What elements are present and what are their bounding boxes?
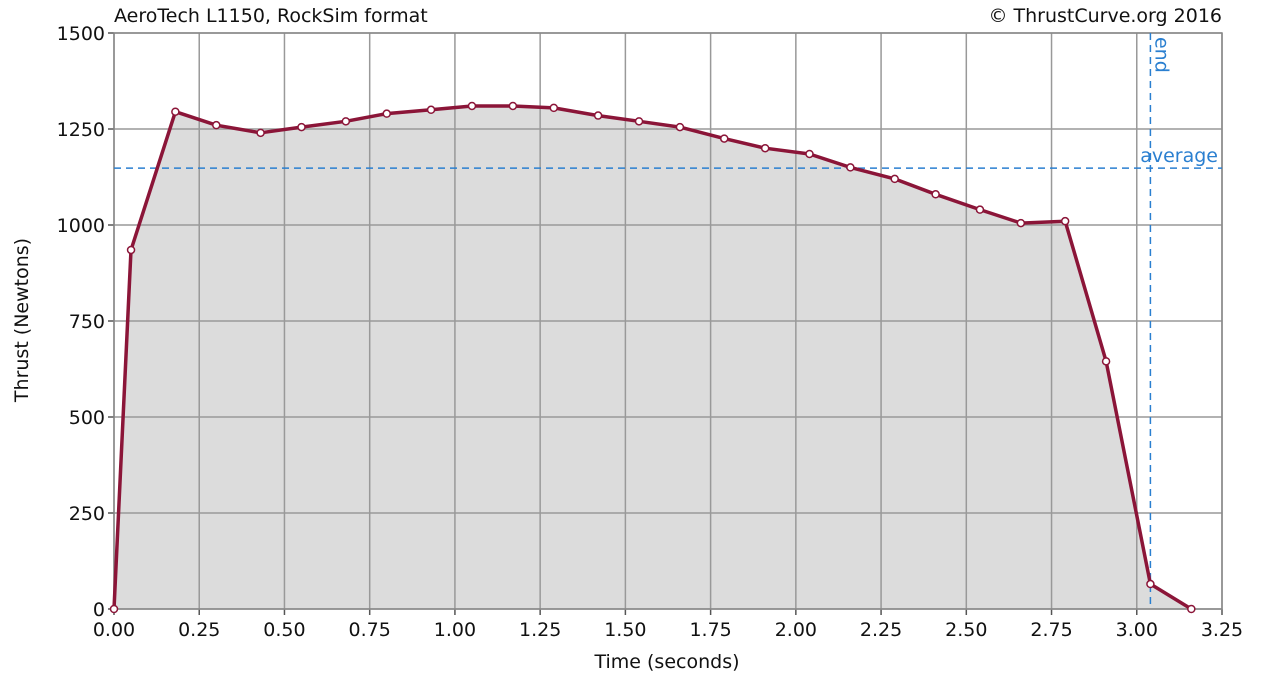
thrust-data-point — [382, 109, 391, 118]
x-tick-label: 2.75 — [1030, 619, 1072, 641]
thrust-data-point — [1187, 604, 1196, 614]
y-tick-label: 500 — [69, 407, 105, 429]
x-tick-label: 2.25 — [860, 619, 902, 641]
x-tick-label: 0.25 — [178, 619, 220, 641]
thrust-data-point — [805, 149, 814, 159]
thrust-data-point — [549, 103, 559, 113]
thrust-data-point — [975, 205, 985, 214]
y-tick-label: 1250 — [57, 119, 105, 141]
y-tick-label: 250 — [69, 503, 105, 525]
y-tick-label: 1000 — [57, 215, 105, 237]
thrust-data-point — [1101, 357, 1111, 366]
tick-labels-layer: 0.00 0.25 0.50 0.75 1.00 1.25 1.50 1.75 2.00 2.25… — [57, 23, 1244, 641]
thrust-data-point — [593, 111, 603, 120]
thrust-data-point — [426, 105, 436, 115]
thrust-data-point — [341, 117, 351, 126]
thrust-data-point — [675, 122, 685, 132]
thrust-data-point — [931, 190, 940, 199]
x-tick-label: 3.00 — [1116, 619, 1158, 641]
chart-credit: © ThrustCurve.org 2016 — [988, 5, 1222, 27]
y-axis-label: Thrust (Newtons) — [11, 238, 33, 403]
thrust-data-point — [760, 143, 770, 153]
x-tick-label: 0.00 — [93, 619, 135, 641]
thrust-data-point — [890, 174, 899, 184]
chart-title: AeroTech L1150, RockSim format — [114, 5, 428, 27]
grid-layer — [108, 32, 1223, 615]
thrust-data-point — [297, 122, 306, 132]
thrust-data-point — [508, 101, 518, 111]
x-axis-label: Time (seconds) — [593, 651, 739, 673]
thrust-series-layer — [109, 101, 1196, 614]
x-tick-label: 1.75 — [689, 619, 731, 641]
thrust-data-point — [846, 163, 855, 172]
thrust-data-point — [1060, 216, 1070, 226]
thrust-data-point — [1146, 579, 1155, 589]
x-tick-label: 1.00 — [434, 619, 476, 641]
thrust-data-point — [1016, 218, 1026, 228]
x-tick-label: 2.00 — [775, 619, 817, 641]
x-tick-label: 1.25 — [519, 619, 561, 641]
thrust-area-fill — [114, 106, 1192, 609]
reference-lines-layer: average end — [114, 33, 1222, 609]
thrust-data-point — [109, 604, 119, 614]
thrust-data-point — [212, 120, 221, 130]
y-tick-label: 1500 — [57, 23, 105, 45]
thrust-data-point — [634, 117, 644, 126]
thrust-data-point — [126, 245, 136, 255]
y-tick-label: 0 — [93, 599, 105, 621]
x-tick-label: 3.25 — [1201, 619, 1243, 641]
plot-frame — [113, 32, 1223, 610]
average-thrust-label: average — [1140, 145, 1218, 167]
thrust-data-point — [256, 128, 265, 138]
thrust-data-point — [720, 134, 729, 143]
x-tick-label: 0.50 — [263, 619, 305, 641]
x-tick-label: 1.50 — [604, 619, 646, 641]
x-tick-label: 2.50 — [945, 619, 987, 641]
burn-end-label: end — [1150, 37, 1172, 73]
x-tick-label: 0.75 — [349, 619, 391, 641]
y-tick-label: 750 — [69, 311, 105, 333]
thrust-area-fill-layer — [114, 106, 1192, 609]
thrust-data-point — [171, 107, 180, 116]
thrust-data-point — [467, 101, 477, 111]
